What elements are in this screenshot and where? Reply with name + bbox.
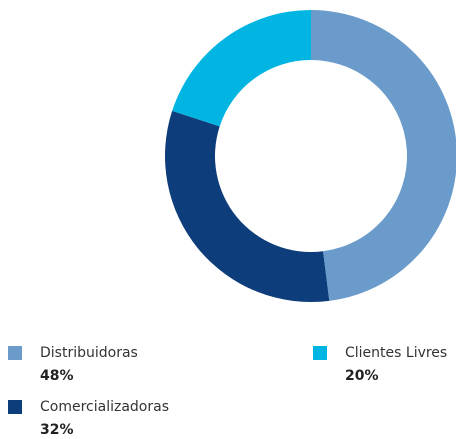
donut-slice xyxy=(164,110,330,303)
legend-label: Comercializadoras xyxy=(40,399,169,415)
legend-label: Clientes Livres xyxy=(345,345,447,361)
legend-label: Distribuidoras xyxy=(40,345,138,361)
legend-value: 48% xyxy=(40,368,74,384)
legend-swatch xyxy=(8,346,22,360)
legend-value: 32% xyxy=(40,422,74,438)
legend-value: 20% xyxy=(345,368,379,384)
legend-swatch xyxy=(8,400,22,414)
legend-swatch xyxy=(313,346,327,360)
donut-slice xyxy=(311,10,456,301)
donut-slice xyxy=(172,9,311,127)
